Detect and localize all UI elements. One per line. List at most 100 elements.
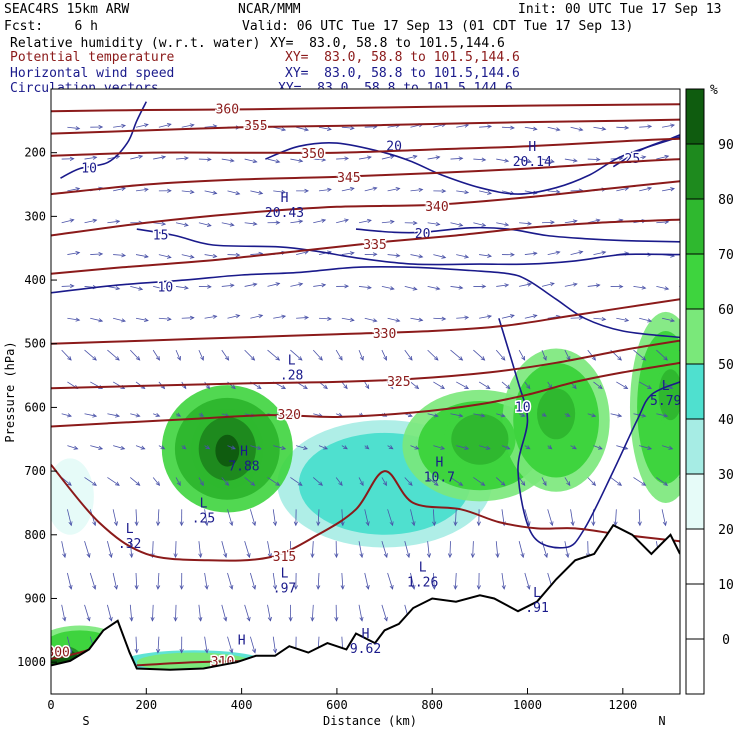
init-time: Init: 00 UTC Tue 17 Sep 13 [518, 2, 722, 17]
colorbar-cell [686, 254, 704, 309]
x-tick-label: 400 [231, 698, 253, 712]
y-tick-label: 600 [24, 400, 46, 414]
y-tick-label: 800 [24, 528, 46, 542]
extremum-value: 5.79 [650, 394, 681, 409]
theta-contour-label: 345 [337, 171, 360, 186]
circulation-vector [365, 127, 377, 128]
extremum-value: .32 [118, 537, 141, 552]
colorbar-cell [686, 529, 704, 584]
circulation-vector [542, 222, 554, 223]
y-axis-label: Pressure (hPa) [3, 341, 17, 442]
theta-contour-label: 320 [278, 408, 301, 423]
extremum-symbol: L [281, 567, 289, 582]
wind-contour-label: 10 [81, 162, 97, 177]
colorbar-tick-label: 30 [718, 468, 734, 483]
theta-contour-label: 360 [216, 102, 239, 117]
wind-contour-label: 20 [415, 227, 431, 242]
x-tick-label: 0 [47, 698, 54, 712]
legend-theta-xy: XY= 83.0, 58.8 to 101.5,144.6 [285, 50, 520, 65]
colorbar-tick-label: 20 [718, 523, 734, 538]
theta-contour-label: 355 [244, 119, 267, 134]
extremum-symbol: L [200, 497, 208, 512]
valid-time: Valid: 06 UTC Tue 17 Sep 13 (01 CDT Tue … [242, 19, 633, 34]
extremum-symbol: L [288, 353, 296, 368]
extremum-value: 20.43 [265, 206, 304, 221]
rh-colorbar: % 90 80 70 60 50 40 30 20 10 0 [686, 83, 734, 694]
x-tick-label: 1000 [513, 698, 542, 712]
x-axis-left-end-label: S [82, 714, 89, 728]
x-axis-right-end-label: N [658, 714, 665, 728]
extremum-value: 7.88 [228, 459, 259, 474]
extremum-value: 10.7 [424, 470, 455, 485]
colorbar-tick-label: 90 [718, 138, 734, 153]
legend-rh-label: Relative humidity (w.r.t. water) [10, 36, 260, 51]
y-tick-label: 700 [24, 464, 46, 478]
circulation-vector [62, 286, 74, 287]
colorbar-unit: % [710, 83, 718, 98]
y-tick-label: 300 [24, 209, 46, 223]
forecast-hour: Fcst: 6 h [4, 19, 98, 34]
colorbar-tick-label: 70 [718, 248, 734, 263]
circulation-vector-head [681, 553, 684, 557]
colorbar-cell [686, 419, 704, 474]
x-tick-label: 600 [326, 698, 348, 712]
theta-contour-label: 325 [387, 375, 410, 390]
y-tick-label: 200 [24, 146, 46, 160]
colorbar-tick-label: 80 [718, 193, 734, 208]
wind-contour-label: 15 [153, 228, 169, 243]
colorbar-cell [686, 584, 704, 639]
extremum-symbol: L [126, 522, 134, 537]
rh-blob [451, 414, 508, 465]
theta-contour-label: 340 [425, 200, 448, 215]
colorbar-tick-label: 10 [718, 578, 734, 593]
field-legend: Relative humidity (w.r.t. water) XY= 83.… [10, 36, 520, 96]
wind-contour-label: 25 [625, 152, 641, 167]
y-tick-label: 900 [24, 591, 46, 605]
colorbar-cell [686, 639, 704, 694]
legend-wind-xy: XY= 83.0, 58.8 to 101.5,144.6 [285, 66, 520, 81]
x-tick-label: 200 [135, 698, 157, 712]
extremum-value: 20.14 [513, 155, 552, 170]
extremum-value: 1.26 [407, 575, 438, 590]
y-tick-label: 400 [24, 273, 46, 287]
x-axis-label: Distance (km) [323, 714, 417, 728]
extremum-symbol: L [419, 560, 427, 575]
legend-rh-xy: XY= 83.0, 58.8 to 101.5,144.6 [270, 36, 505, 51]
colorbar-tick-label: 40 [718, 413, 734, 428]
model-title: SEAC4RS 15km ARW [4, 2, 129, 17]
extremum-symbol: L [533, 586, 541, 601]
extremum-symbol: H [240, 444, 248, 459]
theta-contour-label: 315 [273, 550, 296, 565]
x-tick-label: 1200 [608, 698, 637, 712]
extremum-value: .97 [273, 582, 296, 597]
wind-contour-label: 10 [515, 400, 531, 415]
legend-theta-label: Potential temperature [10, 50, 175, 65]
extremum-symbol: H [528, 140, 536, 155]
extremum-value: .28 [280, 368, 303, 383]
extremum-symbol: H [281, 191, 289, 206]
theta-contour-label: 335 [363, 238, 386, 253]
colorbar-tick-label: 60 [718, 303, 734, 318]
colorbar-cell [686, 364, 704, 419]
colorbar-cell [686, 199, 704, 254]
colorbar-cell [686, 474, 704, 529]
y-tick-label: 500 [24, 337, 46, 351]
theta-contour-label: 350 [301, 147, 324, 162]
extremum-symbol: H [435, 455, 443, 470]
extremum-symbol: H [362, 627, 370, 642]
extremum-symbol: H [238, 634, 246, 649]
extremum-value: .91 [525, 601, 548, 616]
colorbar-tick-label: 50 [718, 358, 734, 373]
colorbar-cell [686, 309, 704, 364]
theta-contour-label: 300 [46, 646, 69, 661]
extremum-value: 9.62 [350, 642, 381, 657]
colorbar-tick-label: 0 [722, 633, 730, 648]
extremum-symbol: L [662, 379, 670, 394]
colorbar-cell [686, 89, 704, 144]
theta-contour-label: 330 [373, 327, 396, 342]
extremum-value: .25 [192, 512, 215, 527]
x-tick-label: 800 [421, 698, 443, 712]
legend-wind-label: Horizontal wind speed [10, 66, 174, 81]
y-tick-label: 1000 [17, 655, 46, 669]
